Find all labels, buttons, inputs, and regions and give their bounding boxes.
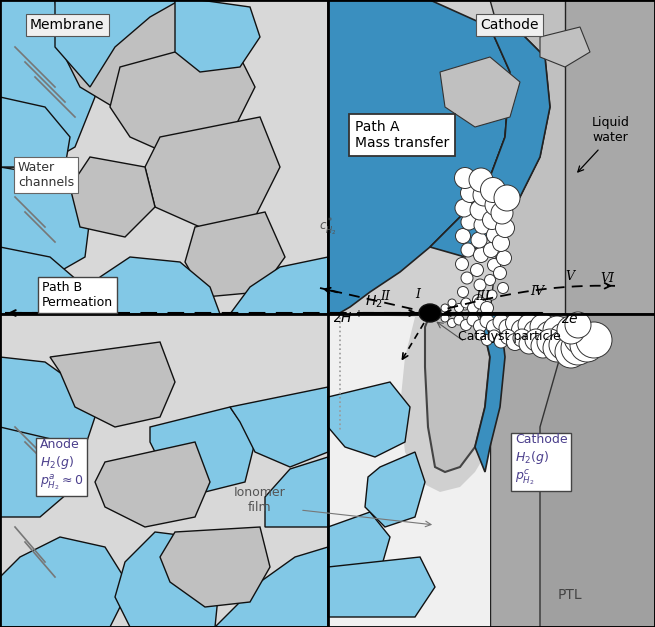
Circle shape [531,334,555,358]
Circle shape [555,336,587,368]
Circle shape [512,320,533,340]
Circle shape [487,320,502,334]
Polygon shape [85,257,220,314]
Circle shape [557,316,585,344]
Circle shape [495,218,514,238]
Polygon shape [328,314,655,627]
Circle shape [488,330,500,342]
Text: $2e^-$: $2e^-$ [560,312,589,326]
Polygon shape [145,117,280,227]
Polygon shape [328,0,655,314]
Circle shape [487,258,500,271]
Circle shape [454,315,464,325]
Polygon shape [265,457,328,527]
Polygon shape [565,0,655,314]
Text: II: II [380,290,390,303]
Polygon shape [365,452,425,527]
Text: Catalyst particle: Catalyst particle [458,330,561,343]
Polygon shape [540,314,655,627]
Circle shape [447,319,457,327]
Circle shape [480,314,494,328]
Circle shape [564,322,596,354]
Polygon shape [540,27,590,67]
Polygon shape [0,0,95,314]
Circle shape [460,320,472,330]
Circle shape [549,330,579,360]
Circle shape [455,167,476,189]
Circle shape [461,214,477,230]
Circle shape [493,314,509,330]
Circle shape [461,272,473,284]
Text: Ionomer
film: Ionomer film [234,486,286,514]
Circle shape [494,334,508,348]
Text: I: I [415,288,420,301]
Circle shape [561,331,595,365]
Text: Water
channels: Water channels [18,161,74,189]
Circle shape [474,297,486,309]
Circle shape [496,251,512,265]
Circle shape [455,303,464,312]
Text: Cathode
$H_2(g)$
$p^c_{H_2}$: Cathode $H_2(g)$ $p^c_{H_2}$ [515,433,568,487]
Polygon shape [115,532,220,627]
Ellipse shape [419,304,441,322]
Circle shape [485,194,507,216]
Circle shape [441,304,449,312]
Polygon shape [0,0,328,627]
Circle shape [483,211,502,229]
Polygon shape [0,97,70,167]
Circle shape [471,232,487,248]
Polygon shape [328,382,410,457]
Circle shape [461,298,471,308]
Circle shape [500,330,515,344]
Polygon shape [475,314,505,472]
Polygon shape [328,512,390,582]
Polygon shape [440,57,520,127]
Text: $c^*_{H_2}$: $c^*_{H_2}$ [319,216,337,238]
Circle shape [565,312,591,338]
Circle shape [468,302,479,314]
Circle shape [460,300,470,310]
Circle shape [470,263,483,277]
Polygon shape [95,442,210,527]
Polygon shape [150,407,255,492]
Circle shape [525,329,547,351]
Circle shape [467,314,479,326]
Circle shape [518,314,540,336]
Circle shape [455,199,473,217]
Circle shape [493,266,506,280]
Circle shape [474,279,486,291]
Text: Membrane: Membrane [30,18,105,32]
Polygon shape [0,357,95,447]
Circle shape [475,330,485,340]
Text: Path A
Mass transfer: Path A Mass transfer [355,120,449,150]
Circle shape [493,234,510,251]
Circle shape [441,314,449,322]
Circle shape [481,302,493,315]
Circle shape [524,320,548,344]
Polygon shape [425,314,490,472]
Circle shape [455,228,470,243]
Circle shape [576,322,612,358]
Polygon shape [160,527,270,607]
Circle shape [536,321,564,349]
Text: $2H^+$: $2H^+$ [332,308,363,326]
Circle shape [519,334,539,354]
Polygon shape [328,314,490,627]
Text: Cathode: Cathode [480,18,538,32]
Polygon shape [185,212,285,297]
Circle shape [498,283,508,293]
Text: III: III [475,290,490,303]
Circle shape [513,329,531,347]
Circle shape [455,258,468,270]
Polygon shape [50,342,175,427]
Circle shape [461,243,475,257]
Circle shape [448,299,456,307]
Polygon shape [0,247,85,314]
Circle shape [481,334,493,345]
Circle shape [473,184,495,206]
Polygon shape [55,0,210,117]
Polygon shape [0,537,130,627]
Circle shape [506,314,525,332]
Circle shape [499,319,517,337]
